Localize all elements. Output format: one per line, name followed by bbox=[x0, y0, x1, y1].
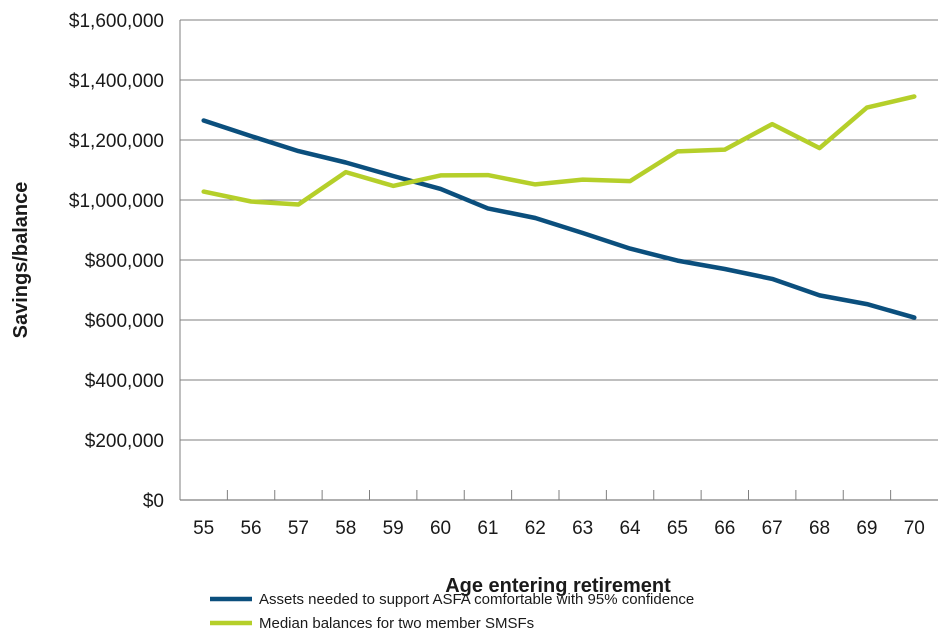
x-tick-label: 59 bbox=[383, 518, 404, 539]
x-tick-label: 65 bbox=[667, 518, 688, 539]
legend: Assets needed to support ASFA comfortabl… bbox=[210, 591, 694, 632]
y-axis-tick-labels: $0 $200,000 $400,000 $600,000 $800,000 $1,000… bbox=[69, 11, 164, 512]
x-tick-label: 63 bbox=[572, 518, 593, 539]
x-tick-label: 68 bbox=[809, 518, 830, 539]
y-tick-label: $1,600,000 bbox=[69, 11, 164, 32]
series-lines bbox=[201, 94, 917, 320]
x-tick-label: 64 bbox=[619, 518, 641, 539]
series-line-1 bbox=[201, 118, 917, 320]
x-tick-label: 58 bbox=[335, 518, 356, 539]
x-tick-label: 62 bbox=[525, 518, 546, 539]
x-axis-tick-labels: 55 56 57 58 59 60 61 62 63 64 65 66 67 68 69 70 bbox=[193, 518, 925, 539]
y-tick-label: $200,000 bbox=[85, 431, 164, 452]
y-tick-label: $800,000 bbox=[85, 251, 164, 272]
x-tick-label: 61 bbox=[477, 518, 498, 539]
x-tick-label: 69 bbox=[856, 518, 877, 539]
y-axis-title: Savings/balance bbox=[10, 182, 32, 339]
x-tick-label: 67 bbox=[762, 518, 783, 539]
legend-label-2: Median balances for two member SMSFs bbox=[259, 615, 534, 632]
legend-label-1: Assets needed to support ASFA comfortabl… bbox=[259, 591, 694, 608]
y-tick-label: $0 bbox=[143, 491, 164, 512]
axes bbox=[179, 20, 938, 501]
series-line-2 bbox=[201, 94, 917, 207]
x-tick-label: 55 bbox=[193, 518, 214, 539]
y-tick-label: $1,000,000 bbox=[69, 191, 164, 212]
y-tick-label: $600,000 bbox=[85, 311, 164, 332]
x-tick-label: 66 bbox=[714, 518, 735, 539]
x-axis-title: Age entering retirement bbox=[445, 575, 671, 597]
x-tick-label: 56 bbox=[240, 518, 261, 539]
y-tick-label: $1,200,000 bbox=[69, 131, 164, 152]
y-tick-label: $400,000 bbox=[85, 371, 164, 392]
gridlines bbox=[180, 19, 938, 441]
x-tick-label: 60 bbox=[430, 518, 451, 539]
y-tick-label: $1,400,000 bbox=[69, 71, 164, 92]
x-tick-label: 70 bbox=[904, 518, 925, 539]
x-tick-label: 57 bbox=[288, 518, 309, 539]
